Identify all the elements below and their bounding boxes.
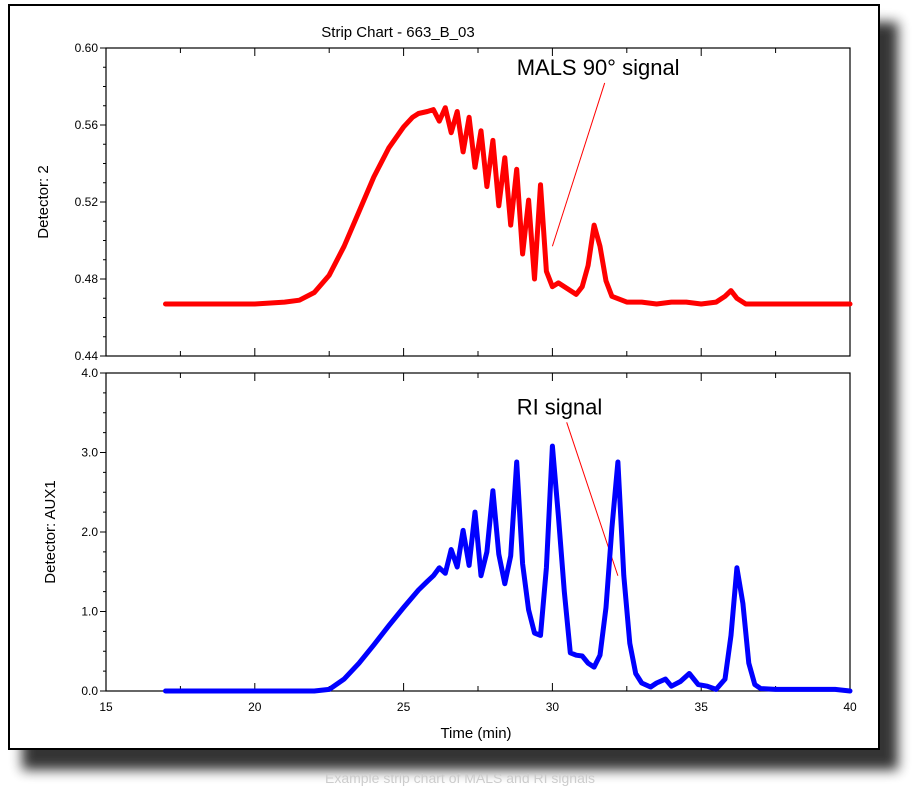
mals-ytick-label: 0.52 bbox=[75, 195, 99, 209]
ri-xlabel: Time (min) bbox=[440, 725, 511, 742]
ri-xtick-label: 20 bbox=[248, 700, 262, 714]
ri-xtick-label: 35 bbox=[695, 700, 709, 714]
chart-frame bbox=[8, 4, 880, 750]
ri-panel: 0.0 1.0 2.0 3.0 4.0 15 20 25 30 35 40 Detector: A… bbox=[42, 366, 857, 742]
ri-annotation: RI signal bbox=[517, 394, 603, 419]
ri-series-line bbox=[163, 443, 853, 694]
ri-ytick-label: 1.0 bbox=[81, 605, 98, 619]
ri-ytick-label: 2.0 bbox=[81, 525, 98, 539]
ri-ytick-label: 4.0 bbox=[81, 366, 98, 380]
mals-panel: 0.44 0.48 0.52 0.56 0.60 Detector: 2 MALS 90… bbox=[35, 41, 853, 363]
ri-xtick-label: 40 bbox=[843, 700, 857, 714]
ri-ytick-label: 3.0 bbox=[81, 446, 98, 460]
mals-ytick-label: 0.60 bbox=[75, 41, 99, 55]
mals-ytick-label: 0.56 bbox=[75, 118, 99, 132]
ri-xtick-label: 15 bbox=[99, 700, 113, 714]
ri-ytick-label: 0.0 bbox=[81, 684, 98, 698]
ri-xtick-label: 25 bbox=[397, 700, 411, 714]
mals-annotation: MALS 90° signal bbox=[517, 55, 680, 80]
ri-xtick-label: 30 bbox=[546, 700, 560, 714]
mals-annotation-arrow bbox=[551, 82, 606, 247]
chart-title: Strip Chart - 663_B_03 bbox=[321, 24, 474, 41]
figure-caption: Example strip chart of MALS and RI signa… bbox=[324, 770, 595, 786]
mals-ylabel: Detector: 2 bbox=[35, 165, 52, 238]
mals-series-line bbox=[163, 105, 853, 307]
mals-ytick-label: 0.44 bbox=[75, 349, 99, 363]
mals-ytick-label: 0.48 bbox=[75, 272, 99, 286]
ri-ylabel: Detector: AUX1 bbox=[42, 480, 59, 583]
